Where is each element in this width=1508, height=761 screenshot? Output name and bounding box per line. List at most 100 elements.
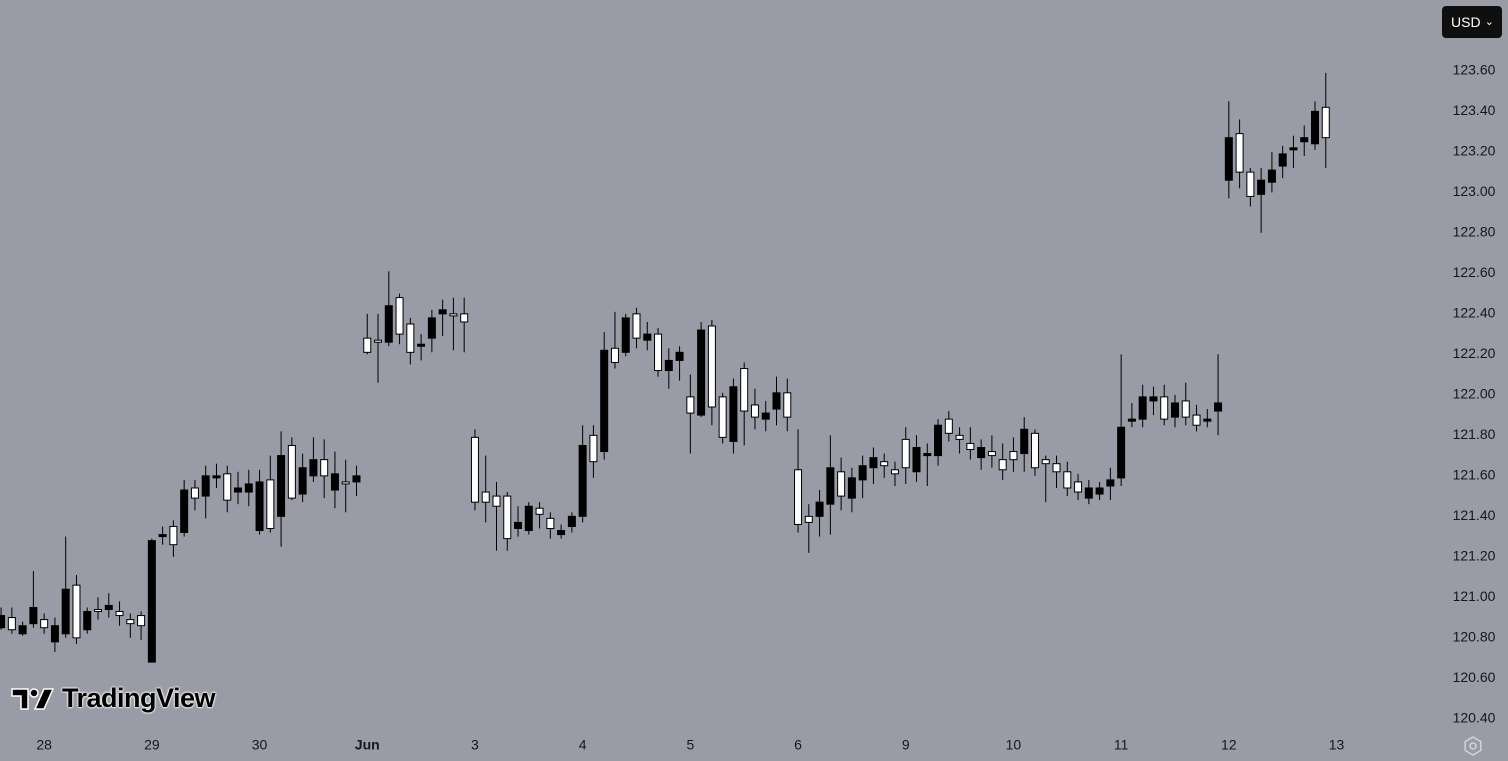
y-tick-label: 123.40 bbox=[1453, 102, 1496, 118]
candle-body bbox=[761, 412, 770, 420]
candle-body bbox=[955, 434, 964, 440]
candle-body bbox=[578, 444, 587, 517]
candle-body bbox=[707, 325, 716, 408]
candle-body bbox=[180, 489, 189, 534]
candle-body bbox=[492, 495, 501, 507]
candle-body bbox=[686, 396, 695, 414]
candle-body bbox=[320, 459, 329, 477]
x-tick-label: 11 bbox=[1114, 737, 1129, 753]
candle-body bbox=[309, 459, 318, 477]
candle-body bbox=[0, 615, 6, 629]
candle-body bbox=[1149, 396, 1158, 402]
candle-body bbox=[1052, 463, 1061, 473]
candle-body bbox=[621, 317, 630, 353]
candle-body bbox=[632, 313, 641, 339]
candle-body bbox=[557, 530, 566, 536]
candle-body bbox=[1203, 418, 1212, 422]
candle-body bbox=[567, 515, 576, 527]
candle-body bbox=[158, 534, 167, 538]
candle-body bbox=[212, 475, 221, 479]
candle-body bbox=[783, 392, 792, 418]
y-tick-label: 122.60 bbox=[1453, 264, 1496, 280]
candle-body bbox=[234, 487, 243, 493]
candle-body bbox=[697, 329, 706, 416]
candle-body bbox=[255, 481, 264, 532]
chevron: ⌄ bbox=[1484, 16, 1494, 28]
candle-body bbox=[1289, 147, 1298, 151]
x-tick-label: 13 bbox=[1329, 737, 1345, 753]
candle-body bbox=[266, 479, 275, 529]
settings-icon[interactable] bbox=[1464, 736, 1482, 756]
candle-body bbox=[363, 337, 372, 353]
candle-body bbox=[83, 611, 92, 631]
candle-body bbox=[654, 333, 663, 372]
candle-body bbox=[104, 604, 113, 610]
candle-body bbox=[977, 446, 986, 459]
candle-body bbox=[675, 351, 684, 361]
candle-body bbox=[298, 467, 307, 495]
y-tick-label: 123.00 bbox=[1453, 183, 1496, 199]
candle-body bbox=[1278, 153, 1287, 167]
x-tick-label: 6 bbox=[794, 737, 802, 753]
candle-body bbox=[826, 467, 835, 505]
candle-body bbox=[514, 521, 523, 529]
candle-body bbox=[223, 473, 232, 501]
candle-body bbox=[1127, 418, 1136, 422]
candle-body bbox=[1095, 487, 1104, 495]
candle-body bbox=[460, 313, 469, 323]
candle-body bbox=[1074, 481, 1083, 493]
x-tick-label: 29 bbox=[144, 737, 160, 753]
watermark: TradingView bbox=[10, 683, 216, 714]
candle-body bbox=[1030, 432, 1039, 469]
candle-body bbox=[1170, 402, 1179, 418]
x-tick-label: 10 bbox=[1006, 737, 1022, 753]
y-tick-label: 122.00 bbox=[1453, 386, 1496, 402]
candle-body bbox=[772, 392, 781, 410]
candle-body bbox=[244, 483, 253, 493]
x-tick-label: Jun bbox=[355, 737, 380, 753]
candle-body bbox=[126, 619, 135, 625]
candle-body bbox=[1321, 106, 1330, 139]
candle-body bbox=[94, 608, 103, 613]
candle-body bbox=[804, 515, 813, 523]
candle-body bbox=[40, 619, 49, 629]
candle-body bbox=[1192, 414, 1201, 426]
y-tick-label: 121.80 bbox=[1453, 426, 1496, 442]
candle-body bbox=[1267, 169, 1276, 183]
candle-body bbox=[890, 469, 899, 475]
candle-body bbox=[535, 507, 544, 515]
candle-body bbox=[1117, 426, 1126, 479]
candle-body bbox=[643, 333, 652, 341]
candle-body bbox=[869, 457, 878, 469]
currency-label: USD bbox=[1451, 14, 1481, 30]
candle-body bbox=[115, 611, 124, 617]
candle-body bbox=[190, 487, 199, 499]
candle-body bbox=[1246, 171, 1255, 197]
candle-body bbox=[858, 465, 867, 481]
candle-body bbox=[406, 323, 415, 353]
x-tick-label: 30 bbox=[252, 737, 268, 753]
y-tick-label: 122.20 bbox=[1453, 345, 1496, 361]
candle-body bbox=[1041, 459, 1050, 465]
y-tick-label: 122.80 bbox=[1453, 224, 1496, 240]
candle-body bbox=[330, 473, 339, 491]
candle-body bbox=[1106, 479, 1115, 487]
candle-body bbox=[384, 305, 393, 343]
candle-body bbox=[998, 459, 1007, 471]
candle-body bbox=[395, 297, 404, 335]
y-tick-label: 121.60 bbox=[1453, 467, 1496, 483]
y-tick-label: 122.40 bbox=[1453, 305, 1496, 321]
candle-body bbox=[7, 617, 16, 631]
candle-body bbox=[1224, 137, 1233, 181]
candle-body bbox=[1138, 396, 1147, 420]
candle-body bbox=[147, 540, 156, 663]
candle-body bbox=[589, 434, 598, 463]
candle-body bbox=[610, 347, 619, 363]
candle-body bbox=[427, 317, 436, 339]
candle-body bbox=[29, 606, 38, 625]
currency-button[interactable]: USD ⌄ bbox=[1442, 6, 1502, 38]
candle-body bbox=[470, 436, 479, 503]
candle-body bbox=[1235, 133, 1244, 173]
candle-body bbox=[438, 309, 447, 315]
